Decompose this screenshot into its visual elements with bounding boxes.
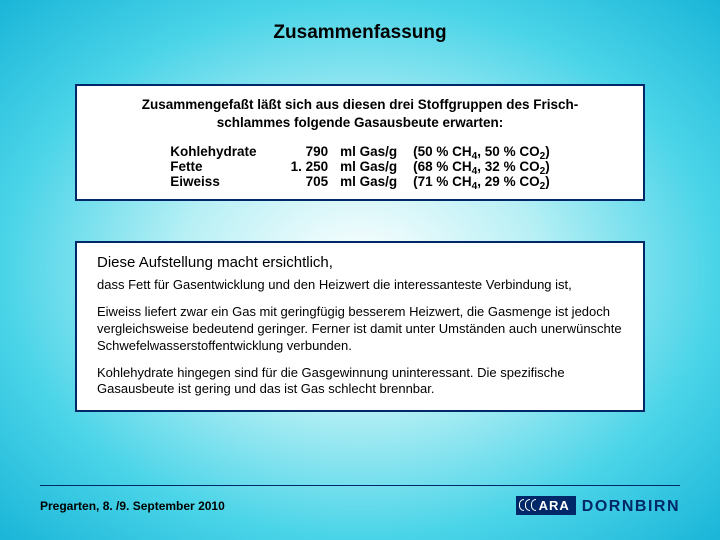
logo: ARA DORNBIRN	[516, 496, 680, 517]
para-headline: Diese Aufstellung macht ersichtlich,	[97, 253, 623, 273]
summary-box: Zusammengefaßt läßt sich aus diesen drei…	[75, 84, 645, 201]
logo-arcs-icon	[519, 499, 536, 511]
gas-value: 790	[285, 144, 335, 159]
table-row: Fette1. 250ml Gas/g(68 % CH4, 32 % CO2)	[164, 159, 555, 174]
logo-dornbirn-text: DORNBIRN	[582, 498, 680, 516]
gas-unit: ml Gas/g	[334, 144, 407, 159]
gas-value: 705	[285, 174, 335, 189]
slide: Zusammenfassung Zusammengefaßt läßt sich…	[0, 0, 720, 540]
gas-unit: ml Gas/g	[334, 159, 407, 174]
footer-date: Pregarten, 8. /9. September 2010	[40, 499, 225, 513]
composition: (50 % CH4, 50 % CO2)	[407, 144, 556, 159]
para-protein: Eiweiss liefert zwar ein Gas mit geringf…	[97, 304, 623, 355]
page-title: Zusammenfassung	[40, 22, 680, 44]
intro-line2: schlammes folgende Gasausbeute erwarten:	[217, 115, 504, 130]
logo-ara: ARA	[516, 496, 576, 515]
footer: Pregarten, 8. /9. September 2010 ARA DOR…	[40, 485, 680, 517]
composition: (71 % CH4, 29 % CO2)	[407, 174, 556, 189]
gas-value: 1. 250	[285, 159, 335, 174]
substance-name: Fette	[164, 159, 284, 174]
para-carbs: Kohlehydrate hingegen sind für die Gasge…	[97, 365, 623, 399]
explanation-box: Diese Aufstellung macht ersichtlich, das…	[75, 241, 645, 412]
intro-line1: Zusammengefaßt läßt sich aus diesen drei…	[142, 97, 579, 112]
gas-unit: ml Gas/g	[334, 174, 407, 189]
substance-name: Eiweiss	[164, 174, 284, 189]
footer-row: Pregarten, 8. /9. September 2010 ARA DOR…	[40, 496, 680, 517]
substance-name: Kohlehydrate	[164, 144, 284, 159]
para-fat: dass Fett für Gasentwicklung und den Hei…	[97, 277, 623, 294]
gas-yield-table: Kohlehydrate790ml Gas/g(50 % CH4, 50 % C…	[164, 144, 555, 189]
composition: (68 % CH4, 32 % CO2)	[407, 159, 556, 174]
intro-text: Zusammengefaßt läßt sich aus diesen drei…	[97, 96, 623, 132]
table-row: Eiweiss705ml Gas/g(71 % CH4, 29 % CO2)	[164, 174, 555, 189]
logo-ara-text: ARA	[539, 498, 570, 513]
table-row: Kohlehydrate790ml Gas/g(50 % CH4, 50 % C…	[164, 144, 555, 159]
footer-divider	[40, 485, 680, 486]
